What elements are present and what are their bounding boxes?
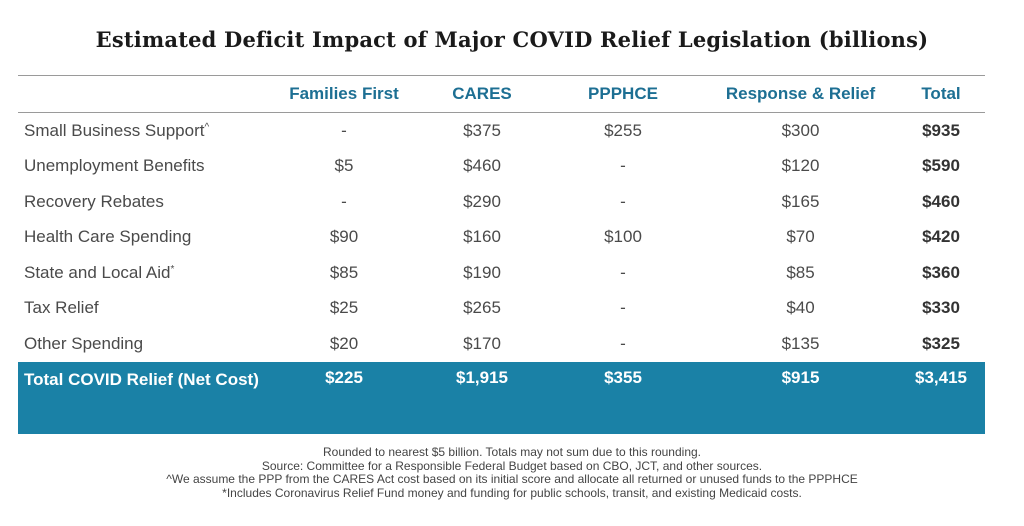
- row-label-text: Health Care Spending: [24, 227, 192, 247]
- row-total: $590: [922, 156, 960, 176]
- footnote-rounding: Rounded to nearest $5 billion. Totals ma…: [322, 445, 701, 459]
- table-cell: $40: [786, 298, 815, 318]
- footnote-marker: ^: [204, 121, 210, 133]
- row-label-text: Other Spending: [24, 333, 144, 353]
- table-cell: $20: [329, 333, 359, 353]
- table-cell: $290: [463, 191, 501, 211]
- grand-total-cell: $915: [704, 361, 897, 434]
- table-cell: $265: [463, 298, 501, 318]
- table-cell: $90: [329, 227, 359, 247]
- table-cell: -: [341, 120, 347, 140]
- row-label: Tax Relief: [18, 291, 266, 327]
- row-label-text: Recovery Rebates: [24, 191, 164, 211]
- footnotes: Rounded to nearest $5 billion. Totals ma…: [0, 445, 1024, 500]
- table-cell: -: [620, 156, 626, 176]
- row-label: Unemployment Benefits: [18, 149, 266, 185]
- grand-total-value: $3,415: [897, 361, 985, 434]
- table-row: Health Care Spending $90 $160 $100 $70 $420: [18, 220, 985, 256]
- grand-total-cell: $225: [266, 361, 422, 434]
- table-cell: -: [620, 262, 626, 282]
- table-cell: $165: [781, 191, 820, 211]
- row-label-text: State and Local Aid: [24, 262, 171, 282]
- row-total: $325: [922, 333, 960, 353]
- table-row: Unemployment Benefits $5 $460 - $120 $590: [18, 149, 985, 185]
- table-cell: $85: [786, 262, 815, 282]
- footnote-relief-fund: *Includes Coronavirus Relief Fund money …: [222, 485, 802, 500]
- table-cell: -: [620, 191, 626, 211]
- row-total: $460: [922, 191, 960, 211]
- table-cell: $5: [334, 156, 354, 176]
- table-cell: $120: [781, 156, 820, 176]
- row-label: Other Spending: [18, 326, 266, 362]
- footnote-ppp: ^We assume the PPP from the CARES Act co…: [166, 472, 858, 486]
- table-cell: $190: [463, 262, 501, 282]
- table-cell: $300: [781, 120, 820, 140]
- table-cell: $85: [329, 262, 359, 282]
- top-divider: [18, 75, 985, 76]
- grand-total-row: Total COVID Relief (Net Cost) $225 $1,915 $…: [18, 361, 985, 434]
- row-total: $420: [922, 227, 960, 247]
- column-header-ppphce: PPPHCE: [542, 76, 704, 113]
- table-cell: $255: [604, 120, 642, 140]
- table-cell: -: [341, 191, 347, 211]
- column-header-response-relief: Response & Relief: [704, 76, 897, 113]
- table-row: Other Spending $20 $170 - $135 $325: [18, 326, 985, 362]
- table-cell: $135: [781, 333, 820, 353]
- row-label: State and Local Aid*: [18, 255, 266, 291]
- column-header-families-first: Families First: [266, 76, 422, 113]
- grand-total-cell: $355: [542, 361, 704, 434]
- row-total: $935: [922, 120, 960, 140]
- table-row: State and Local Aid* $85 $190 - $85 $360: [18, 255, 985, 291]
- row-label: Health Care Spending: [18, 220, 266, 256]
- table-row: Small Business Support^ - $375 $255 $300 $935: [18, 113, 985, 149]
- table-cell: -: [620, 298, 626, 318]
- row-total: $360: [922, 262, 960, 282]
- footnote-marker: *: [170, 263, 175, 275]
- column-header-label: [18, 76, 266, 113]
- table-row: Tax Relief $25 $265 - $40 $330: [18, 291, 985, 327]
- table-cell: $70: [786, 227, 815, 247]
- row-label-text: Small Business Support: [24, 120, 205, 140]
- header-row: Families First CARES PPPHCE Response & R…: [18, 76, 985, 113]
- table-cell: $25: [329, 298, 359, 318]
- grand-total-label: Total COVID Relief (Net Cost): [18, 361, 266, 434]
- table-cell: $100: [604, 227, 642, 247]
- table-title: Estimated Deficit Impact of Major COVID …: [95, 27, 929, 52]
- table-row: Recovery Rebates - $290 - $165 $460: [18, 184, 985, 220]
- deficit-table: Families First CARES PPPHCE Response & R…: [18, 76, 985, 434]
- table-cell: $460: [463, 156, 501, 176]
- row-total: $330: [922, 298, 960, 318]
- table-cell: $170: [463, 333, 501, 353]
- row-label-text: Tax Relief: [24, 298, 99, 318]
- table-cell: $375: [463, 120, 501, 140]
- column-header-cares: CARES: [422, 76, 542, 113]
- table-cell: -: [620, 333, 626, 353]
- row-label: Small Business Support^: [18, 113, 266, 149]
- column-header-total: Total: [897, 76, 985, 113]
- grand-total-cell: $1,915: [422, 361, 542, 434]
- row-label: Recovery Rebates: [18, 184, 266, 220]
- footnote-source: Source: Committee for a Responsible Fede…: [261, 458, 763, 473]
- table-cell: $160: [463, 227, 501, 247]
- row-label-text: Unemployment Benefits: [24, 156, 205, 176]
